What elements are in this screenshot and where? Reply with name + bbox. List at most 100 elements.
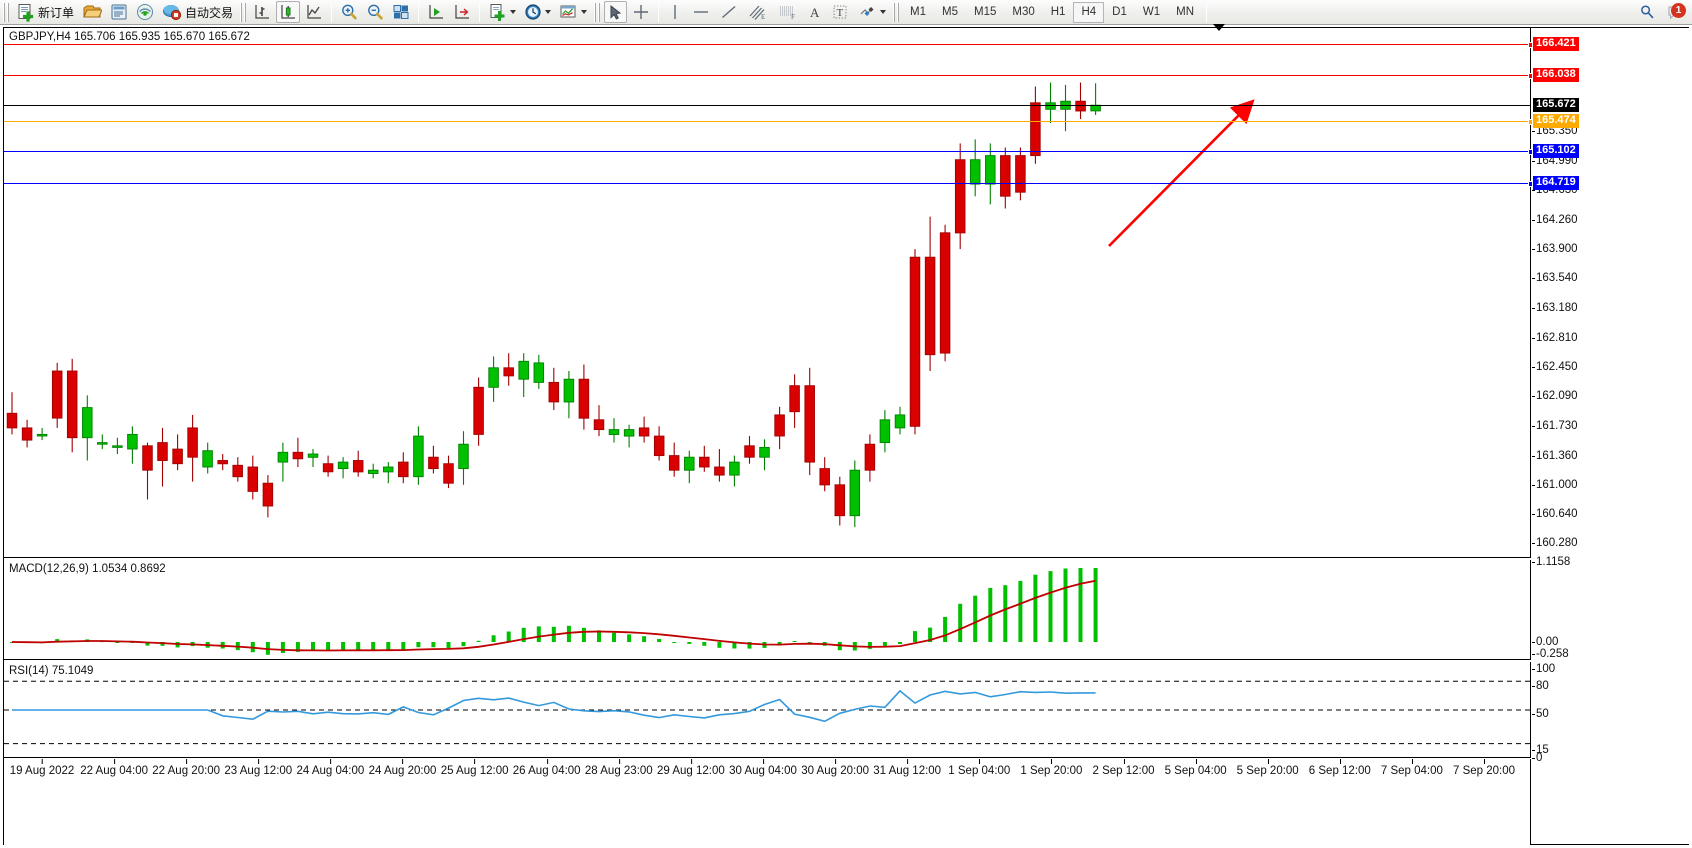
toolbar-separator-1 [331,2,333,22]
add-indicator-icon [488,3,507,21]
period-dropdown-caret[interactable] [545,10,552,14]
price-label-resistance[interactable]: 166.421 [1533,37,1579,52]
equidistant-channel-tool-button[interactable]: E [744,1,772,23]
zoom-in-button[interactable] [337,1,361,23]
timeframe-m30[interactable]: M30 [1012,6,1035,18]
trendline-tool-button[interactable] [716,1,742,23]
market-watch-button[interactable] [107,1,131,23]
tile-windows-icon [392,3,410,21]
price-label-resistance[interactable]: 166.038 [1533,68,1579,83]
macd-pane[interactable]: MACD(12,26,9) 1.0534 0.8692 [4,560,1531,660]
price-level-line-pivot[interactable] [4,119,1534,126]
templates-button[interactable] [556,1,590,23]
text-icon: A [807,3,823,21]
new-order-icon [16,3,35,22]
price-level-line-last-price[interactable] [4,105,1531,107]
toolbar-grip-3[interactable] [594,2,602,22]
candlestick-chart-button[interactable] [276,1,301,23]
template-icon [559,3,578,21]
price-label-support[interactable]: 164.719 [1533,175,1579,190]
price-level-line-support[interactable] [4,180,1534,187]
cursor-icon [607,4,624,21]
timeframe-h1[interactable]: H1 [1050,6,1066,18]
period-button[interactable] [521,1,554,23]
time-axis-tick: 23 Aug 12:00 [224,759,293,777]
price-axis[interactable]: 165.350 164.990 164.630 164.260 163.900 163.5… [1531,28,1689,844]
open-data-folder-button[interactable] [79,1,105,23]
time-axis-tick: 19 Aug 2022 [9,759,75,777]
indicators-dropdown-caret[interactable] [510,10,517,14]
svg-text:T: T [837,7,844,19]
svg-text:A: A [810,5,820,20]
text-label-tool-button[interactable]: T [828,1,852,23]
channel-icon: E [747,3,769,21]
timeframe-h4[interactable]: H4 [1073,1,1105,23]
price-axis-tick: 161.000 [1532,478,1578,491]
search-button[interactable] [1635,1,1659,23]
horizontal-line-tool-button[interactable] [688,1,714,23]
time-axis: 19 Aug 2022 22 Aug 04:00 22 Aug 20:00 23 Au… [4,759,1531,845]
cursor-tool-button[interactable] [604,1,628,23]
fibonacci-tool-button[interactable]: F [774,1,802,23]
timeframe-mn[interactable]: MN [1176,6,1194,18]
bar-chart-icon [253,3,271,21]
bar-chart-button[interactable] [250,1,274,23]
new-order-button[interactable]: 新订单 [13,1,77,23]
time-axis-tick: 29 Aug 12:00 [656,759,725,777]
toolbar-grip-4[interactable] [893,2,901,22]
macd-label: MACD(12,26,9) 1.0534 0.8692 [9,563,166,575]
auto-scroll-button[interactable] [424,1,448,23]
indicators-button[interactable] [485,1,519,23]
notification-count-badge: 1 [1671,3,1686,18]
price-axis-tick: 161.360 [1532,449,1578,462]
main-toolbar: 新订单 [0,0,1692,25]
signals-button[interactable] [133,1,157,23]
line-chart-button[interactable] [302,1,326,23]
folder-icon [82,3,103,21]
text-tool-button[interactable]: A [804,1,826,23]
timeframe-w1[interactable]: W1 [1142,6,1161,18]
price-label-pivot[interactable]: 165.474 [1533,114,1579,129]
zoom-out-button[interactable] [363,1,387,23]
price-label-last-price[interactable]: 165.672 [1533,98,1579,113]
time-axis-tick: 30 Aug 20:00 [801,759,869,777]
time-axis-tick: 1 Sep 04:00 [948,759,1011,777]
vertical-line-tool-button[interactable] [664,1,686,23]
rsi-axis-tick: 80 [1532,680,1549,692]
rsi-axis-tick: 0 [1531,752,1543,764]
tile-windows-button[interactable] [389,1,413,23]
svg-text:E: E [761,13,765,21]
price-axis-tick: 162.450 [1532,361,1578,373]
price-level-line-resistance[interactable] [4,42,1534,49]
timeframe-m15[interactable]: M15 [974,6,997,18]
price-axis-tick: 164.260 [1532,213,1578,226]
time-axis-tick: 24 Aug 04:00 [296,759,365,777]
arrows-tool-button[interactable] [854,1,889,23]
templates-dropdown-caret[interactable] [581,10,588,14]
price-axis-tick: 163.900 [1532,243,1578,256]
arrows-dropdown-caret[interactable] [880,10,887,14]
autotrading-label: 自动交易 [185,5,234,20]
time-axis-tick: 28 Aug 23:00 [584,759,653,777]
price-level-line-resistance[interactable] [4,73,1534,80]
time-axis-tick: 31 Aug 12:00 [873,759,942,777]
toolbar-grip-2[interactable] [240,2,248,22]
rsi-pane[interactable]: RSI(14) 75.1049 [4,662,1531,758]
timeframe-m5[interactable]: M5 [942,6,958,18]
time-axis-tick: 26 Aug 04:00 [512,759,581,777]
price-label-support[interactable]: 165.102 [1533,144,1579,159]
autotrading-button[interactable]: 自动交易 [159,1,236,23]
crosshair-tool-button[interactable] [629,1,653,23]
toolbar-separator-2 [418,2,420,22]
timeframe-d1[interactable]: D1 [1112,6,1127,18]
horizontal-line-icon [691,3,711,21]
notifications-button[interactable]: 1 [1661,1,1691,23]
chart-window[interactable]: GBPJPY,H4 165.706 165.935 165.670 165.67… [3,27,1689,845]
uptrend-arrow-annotation[interactable] [4,28,1531,558]
price-level-line-support[interactable] [4,149,1534,156]
time-axis-tick: 6 Sep 12:00 [1308,759,1371,777]
timeframe-m1[interactable]: M1 [910,6,927,18]
chart-shift-button[interactable] [450,1,474,23]
price-pane[interactable]: GBPJPY,H4 165.706 165.935 165.670 165.67… [4,28,1534,558]
toolbar-grip-1[interactable] [3,2,10,22]
